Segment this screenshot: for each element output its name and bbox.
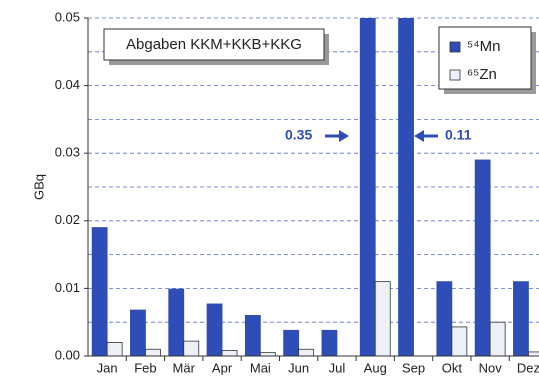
- chart-title: Abgaben KKM+KKB+KKG: [126, 36, 302, 53]
- y-tick-label: 0.01: [55, 280, 80, 295]
- bar: [259, 352, 276, 356]
- title-box: [103, 28, 325, 61]
- x-tick-label: Jul: [329, 360, 346, 375]
- bar: [244, 315, 261, 356]
- bar: [298, 348, 315, 356]
- legend-label: ⁶⁵Zn: [467, 66, 497, 83]
- x-tick-label: Dez: [517, 360, 539, 375]
- y-tick-label: 0.00: [55, 347, 80, 362]
- bar: [513, 281, 529, 356]
- x-tick-label: Nov: [479, 360, 503, 375]
- bar: [130, 309, 146, 356]
- bar: [436, 281, 453, 356]
- legend-swatch: [449, 69, 461, 81]
- x-tick-label: Apr: [212, 360, 233, 375]
- bar: [221, 350, 238, 356]
- x-tick-label: Sep: [402, 360, 425, 375]
- bar: [183, 340, 200, 356]
- arrow-head: [339, 130, 349, 142]
- x-tick-label: Jan: [97, 360, 118, 375]
- bar: [206, 303, 223, 356]
- x-tick-label: Feb: [134, 360, 156, 375]
- bar: [359, 18, 376, 356]
- bar: [283, 329, 300, 356]
- x-tick-label: Okt: [442, 360, 463, 375]
- legend-swatch: [449, 41, 461, 53]
- y-tick-label: 0.04: [55, 77, 80, 92]
- annotation: 0.11: [445, 127, 472, 143]
- x-tick-label: Mai: [250, 360, 271, 375]
- y-axis-label: GBq: [31, 174, 46, 200]
- bar: [106, 342, 123, 356]
- annotation: 0.35: [285, 127, 312, 143]
- y-tick-label: 0.05: [55, 9, 80, 24]
- y-tick-label: 0.03: [55, 145, 80, 160]
- x-tick-label: Jun: [288, 360, 309, 375]
- bar: [145, 348, 161, 356]
- x-tick-label: Aug: [364, 360, 387, 375]
- bar: [528, 351, 539, 356]
- bar: [451, 326, 468, 356]
- legend-label: ⁵⁴Mn: [467, 38, 501, 55]
- bar: [489, 321, 506, 356]
- bar: [168, 288, 185, 356]
- bar: [374, 281, 391, 356]
- bar: [398, 18, 414, 356]
- bar: [321, 329, 338, 356]
- x-tick-label: Mär: [173, 360, 196, 375]
- bars: [91, 18, 539, 356]
- y-tick-label: 0.02: [55, 212, 80, 227]
- arrow-head: [414, 130, 424, 142]
- bar: [91, 227, 108, 356]
- bar: [474, 159, 491, 356]
